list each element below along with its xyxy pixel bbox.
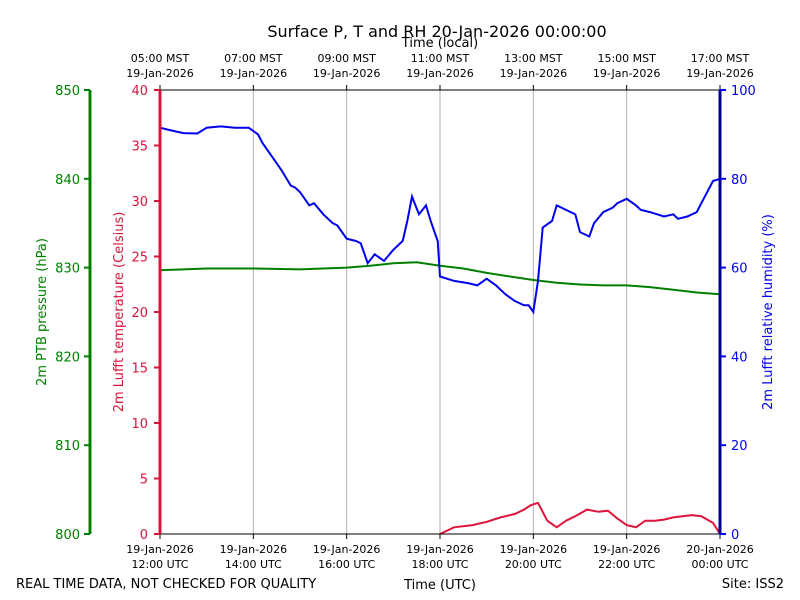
- x-axis-label: Time (UTC): [403, 578, 476, 593]
- humidity-tick-label: 0: [731, 528, 739, 543]
- pressure-tick-label: 800: [55, 528, 80, 543]
- humidity-line: [159, 125, 721, 315]
- temperature-tick-label: 20: [131, 306, 148, 321]
- pressure-tick-label: 850: [55, 84, 80, 99]
- pressure-line: [159, 261, 721, 296]
- humidity-tick-label: 40: [731, 350, 748, 365]
- x-tick-label-time: 22:00 UTC: [598, 558, 655, 571]
- humidity-tick-label: 60: [731, 262, 748, 277]
- top-tick-label-time: 05:00 MST: [131, 52, 190, 65]
- top-tick-label-time: 17:00 MST: [691, 52, 750, 65]
- site-label: Site: ISS2: [722, 577, 784, 592]
- x-tick-label-date: 19-Jan-2026: [220, 543, 288, 556]
- top-tick-label-date: 19-Jan-2026: [406, 67, 474, 80]
- temperature-tick-label: 5: [140, 473, 148, 488]
- x-tick-label-time: 00:00 UTC: [691, 558, 748, 571]
- top-tick-label-date: 19-Jan-2026: [220, 67, 288, 80]
- x-tick-label-date: 19-Jan-2026: [126, 543, 194, 556]
- x-tick-label-time: 16:00 UTC: [318, 558, 375, 571]
- temperature-line: [439, 501, 721, 535]
- grid: [252, 90, 628, 534]
- x-tick-label-date: 19-Jan-2026: [313, 543, 381, 556]
- footer-warning: REAL TIME DATA, NOT CHECKED FOR QUALITY: [16, 577, 316, 592]
- top-axis-label: Time (local): [401, 36, 478, 51]
- temperature-tick-label: 40: [131, 84, 148, 99]
- x-tick-label-time: 18:00 UTC: [411, 558, 468, 571]
- pressure-tick-label: 810: [55, 439, 80, 454]
- humidity-axis-label: 2m Lufft relative humidity (%): [761, 214, 776, 410]
- pressure-tick-label: 820: [55, 350, 80, 365]
- temperature-tick-label: 30: [131, 195, 148, 210]
- top-tick-label-date: 19-Jan-2026: [593, 67, 661, 80]
- x-tick-label-time: 12:00 UTC: [131, 558, 188, 571]
- humidity-tick-label: 20: [731, 439, 748, 454]
- x-tick-label-date: 19-Jan-2026: [593, 543, 661, 556]
- top-tick-label-date: 19-Jan-2026: [313, 67, 381, 80]
- temperature-tick-label: 25: [131, 251, 148, 266]
- temperature-tick-label: 35: [131, 140, 148, 155]
- pressure-axis-label: 2m PTB pressure (hPa): [35, 238, 50, 386]
- top-tick-label-date: 19-Jan-2026: [126, 67, 194, 80]
- pressure-tick-label: 840: [55, 173, 80, 188]
- x-tick-label-date: 20-Jan-2026: [686, 543, 754, 556]
- series-layer: [159, 125, 721, 535]
- chart-title: Surface P, T and RH 20-Jan-2026 00:00:00: [267, 22, 606, 41]
- x-tick-label-time: 20:00 UTC: [505, 558, 562, 571]
- top-tick-label-time: 11:00 MST: [411, 52, 470, 65]
- top-tick-label-time: 15:00 MST: [597, 52, 656, 65]
- temperature-tick-label: 15: [131, 362, 148, 377]
- humidity-tick-label: 100: [731, 84, 756, 99]
- pressure-tick-label: 830: [55, 262, 80, 277]
- temperature-axis-label: 2m Lufft temperature (Celsius): [112, 212, 127, 413]
- temperature-tick-label: 10: [131, 417, 148, 432]
- axes: [88, 89, 722, 535]
- x-tick-label-date: 19-Jan-2026: [500, 543, 568, 556]
- top-tick-label-date: 19-Jan-2026: [686, 67, 754, 80]
- x-tick-label-date: 19-Jan-2026: [406, 543, 474, 556]
- temperature-tick-label: 0: [140, 528, 148, 543]
- top-tick-label-date: 19-Jan-2026: [500, 67, 568, 80]
- top-tick-label-time: 07:00 MST: [224, 52, 283, 65]
- top-tick-label-time: 13:00 MST: [504, 52, 563, 65]
- top-tick-label-time: 09:00 MST: [317, 52, 376, 65]
- ticks: 19-Jan-2026 12:00 UTC 19-Jan-2026 14:00 UTC…: [55, 52, 756, 571]
- humidity-tick-label: 80: [731, 173, 748, 188]
- x-tick-label-time: 14:00 UTC: [225, 558, 282, 571]
